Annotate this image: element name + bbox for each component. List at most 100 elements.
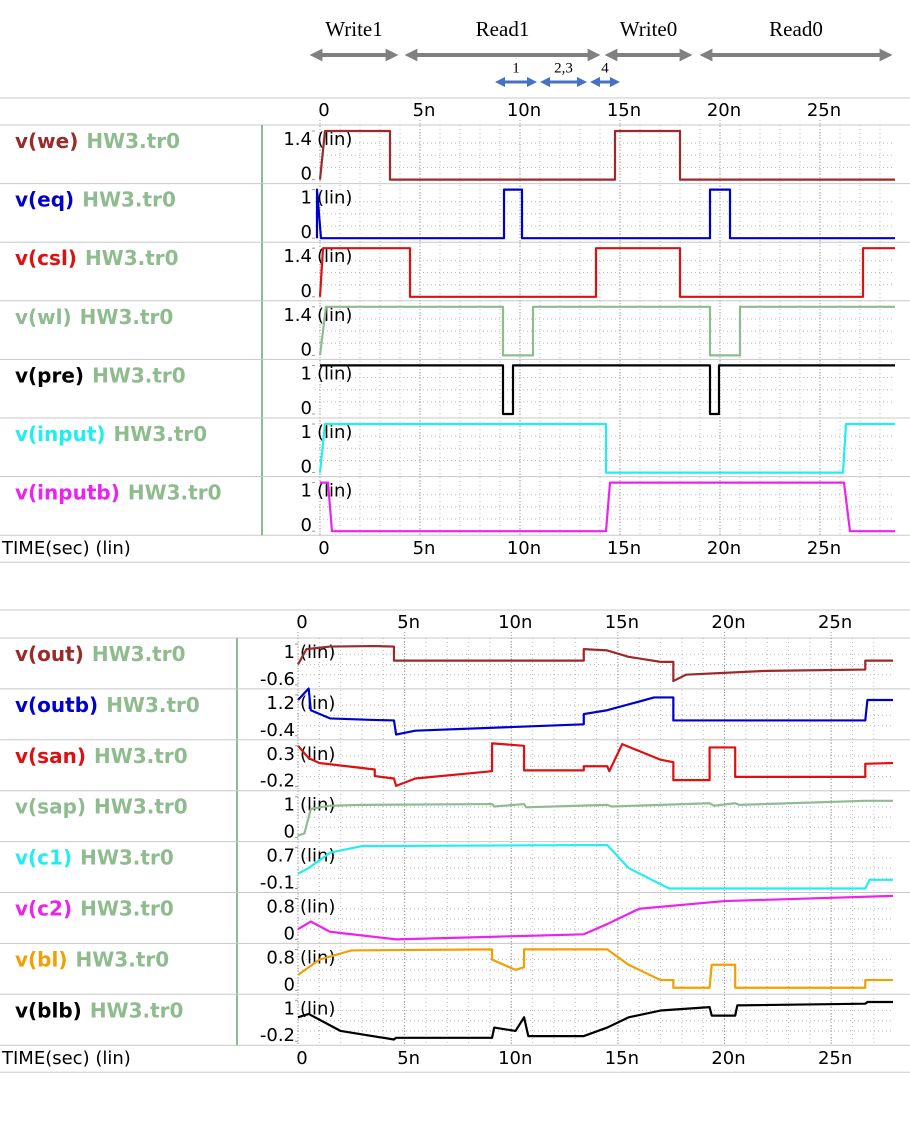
series-name: v(out) bbox=[15, 642, 84, 666]
step-label: 1 bbox=[512, 60, 520, 76]
series-label: v(c2) HW3.tr0 bbox=[15, 896, 174, 920]
series-label: v(bl) HW3.tr0 bbox=[15, 947, 169, 971]
y-tick-label: 0 bbox=[284, 822, 295, 843]
y-tick-label: -0.2 bbox=[260, 771, 295, 792]
y-tick-label: 0.8 bbox=[266, 947, 295, 968]
trace bbox=[297, 644, 893, 683]
y-tick-label: 1.2 bbox=[266, 693, 295, 714]
series-label: v(input) HW3.tr0 bbox=[15, 422, 207, 446]
series-label: v(out) HW3.tr0 bbox=[15, 642, 186, 666]
x-tick-label: 5n bbox=[397, 1048, 420, 1069]
scale-label: (lin) bbox=[300, 744, 335, 765]
x-tick-label: 10n bbox=[507, 538, 541, 559]
x-tick-label: 10n bbox=[498, 1048, 532, 1069]
trace bbox=[297, 799, 893, 837]
x-tick-label: 25n bbox=[818, 1048, 852, 1069]
y-tick-label: 0 bbox=[301, 281, 312, 302]
x-tick-label: 25n bbox=[807, 100, 841, 121]
y-tick-label: 1.4 bbox=[283, 246, 312, 267]
series-name: v(san) bbox=[15, 743, 86, 767]
series-source: HW3.tr0 bbox=[94, 743, 188, 767]
y-tick-label: 0 bbox=[301, 398, 312, 419]
series-source: HW3.tr0 bbox=[82, 187, 176, 211]
phase-label: Write1 bbox=[325, 17, 382, 41]
y-tick-label: 0 bbox=[301, 457, 312, 478]
series-source: HW3.tr0 bbox=[80, 304, 174, 328]
y-tick-label: 0 bbox=[284, 923, 295, 944]
scale-label: (lin) bbox=[317, 246, 352, 267]
y-tick-label: 1 bbox=[284, 998, 295, 1019]
x-tick-label: 10n bbox=[507, 100, 541, 121]
x-tick-label: 25n bbox=[818, 612, 852, 633]
series-label: v(san) HW3.tr0 bbox=[15, 743, 188, 767]
y-tick-label: 0.8 bbox=[266, 897, 295, 918]
x-tick-label: 0 bbox=[296, 1048, 307, 1069]
scale-label: (lin) bbox=[300, 795, 335, 816]
series-name: v(input) bbox=[15, 422, 106, 446]
scale-label: (lin) bbox=[317, 481, 352, 502]
scale-label: (lin) bbox=[317, 422, 352, 443]
y-tick-label: 1 bbox=[301, 481, 312, 502]
trace bbox=[297, 894, 894, 941]
x-tick-label: 10n bbox=[498, 612, 532, 633]
y-tick-label: -0.2 bbox=[260, 1025, 295, 1046]
y-tick-label: 0 bbox=[301, 164, 312, 185]
series-source: HW3.tr0 bbox=[94, 794, 188, 818]
scale-label: (lin) bbox=[317, 188, 352, 209]
series-source: HW3.tr0 bbox=[90, 998, 184, 1022]
y-tick-label: -0.4 bbox=[260, 720, 295, 741]
y-tick-label: 1 bbox=[284, 795, 295, 816]
x-tick-label: 20n bbox=[711, 1048, 745, 1069]
series-label: v(outb) HW3.tr0 bbox=[15, 692, 200, 716]
series-label: v(csl) HW3.tr0 bbox=[15, 246, 179, 270]
series-label: v(pre) HW3.tr0 bbox=[15, 363, 186, 387]
scale-label: (lin) bbox=[317, 129, 352, 150]
y-tick-label: 0 bbox=[301, 339, 312, 360]
series-source: HW3.tr0 bbox=[80, 896, 174, 920]
y-tick-label: -0.6 bbox=[260, 669, 295, 690]
series-name: v(c1) bbox=[15, 845, 72, 869]
x-axis-label: TIME(sec) (lin) bbox=[1, 538, 131, 559]
trace bbox=[320, 481, 895, 533]
x-axis-label: TIME(sec) (lin) bbox=[1, 1048, 131, 1069]
trace bbox=[297, 1000, 893, 1041]
series-source: HW3.tr0 bbox=[92, 363, 186, 387]
y-tick-label: 1 bbox=[284, 642, 295, 663]
trace bbox=[297, 948, 893, 989]
series-name: v(csl) bbox=[15, 246, 77, 270]
x-tick-label: 5n bbox=[397, 612, 420, 633]
series-source: HW3.tr0 bbox=[92, 642, 186, 666]
x-tick-label: 5n bbox=[413, 538, 436, 559]
step-label: 4 bbox=[601, 60, 609, 76]
scale-label: (lin) bbox=[300, 693, 335, 714]
trace bbox=[318, 305, 895, 357]
step-label: 2,3 bbox=[554, 60, 573, 76]
trace bbox=[315, 188, 895, 240]
y-tick-label: -0.1 bbox=[260, 873, 295, 894]
scale-label: (lin) bbox=[300, 947, 335, 968]
series-label: v(wl) HW3.tr0 bbox=[15, 304, 173, 328]
series-name: v(bl) bbox=[15, 947, 68, 971]
series-name: v(outb) bbox=[15, 692, 98, 716]
series-name: v(sap) bbox=[15, 794, 86, 818]
x-tick-label: 15n bbox=[605, 1048, 639, 1069]
y-tick-label: 1.4 bbox=[283, 305, 312, 326]
scale-label: (lin) bbox=[300, 897, 335, 918]
phase-label: Read1 bbox=[476, 17, 530, 41]
series-source: HW3.tr0 bbox=[86, 129, 180, 153]
series-name: v(wl) bbox=[15, 304, 72, 328]
series-source: HW3.tr0 bbox=[128, 480, 222, 504]
trace bbox=[318, 247, 895, 298]
y-tick-label: 1 bbox=[301, 422, 312, 443]
x-tick-label: 20n bbox=[711, 612, 745, 633]
series-label: v(inputb) HW3.tr0 bbox=[15, 480, 222, 504]
series-name: v(we) bbox=[15, 129, 78, 153]
series-source: HW3.tr0 bbox=[85, 246, 179, 270]
x-tick-label: 20n bbox=[707, 100, 741, 121]
y-tick-label: 0 bbox=[284, 974, 295, 995]
x-tick-label: 15n bbox=[607, 538, 641, 559]
series-name: v(c2) bbox=[15, 896, 72, 920]
series-source: HW3.tr0 bbox=[114, 422, 208, 446]
